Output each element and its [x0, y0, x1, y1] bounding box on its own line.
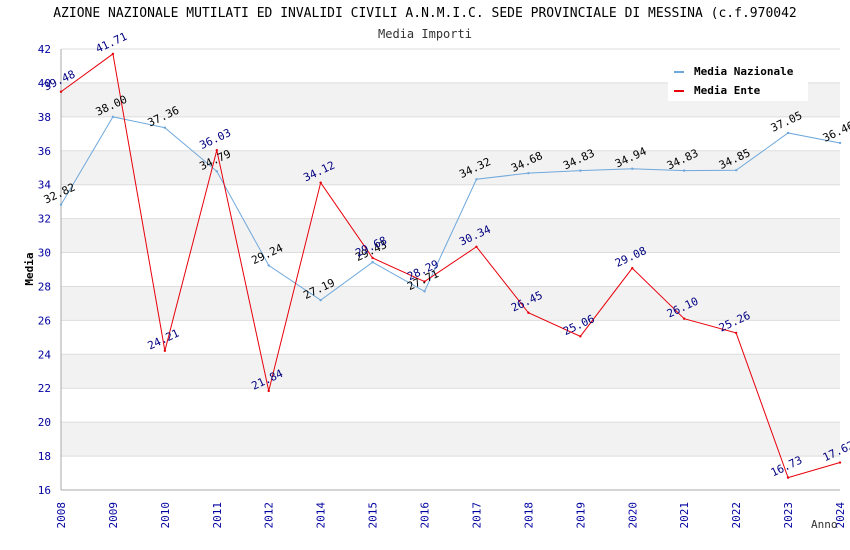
y-tick-label: 18	[38, 450, 51, 463]
y-tick-label: 20	[38, 416, 51, 429]
legend: Media Nazionale Media Ente	[668, 61, 808, 101]
y-tick-label: 32	[38, 213, 51, 226]
data-point	[579, 169, 582, 172]
data-point	[215, 170, 218, 173]
data-point	[111, 52, 115, 56]
x-tick-label: 2015	[367, 502, 380, 529]
y-tick-label: 40	[38, 77, 51, 90]
data-point	[734, 331, 738, 335]
data-label: 24.21	[146, 327, 182, 353]
x-tick-label: 2019	[574, 502, 587, 529]
data-point	[683, 317, 686, 320]
data-point	[59, 203, 63, 206]
x-tick-label: 2011	[211, 502, 224, 529]
chart-subtitle: Media Importi	[378, 27, 472, 41]
x-tick-label: 2021	[678, 502, 691, 529]
data-point	[423, 290, 426, 293]
data-label: 16.73	[769, 454, 805, 480]
data-point	[838, 141, 842, 145]
y-tick-label: 24	[38, 348, 52, 361]
legend-label: Media Nazionale	[694, 65, 794, 78]
x-tick-label: 2023	[782, 502, 795, 529]
grid-band	[61, 422, 840, 457]
x-tick-label: 2020	[626, 502, 639, 529]
data-point	[527, 171, 530, 175]
data-point	[267, 389, 270, 393]
y-tick-label: 16	[38, 484, 51, 497]
x-tick-label: 2010	[159, 502, 172, 529]
data-point	[631, 266, 634, 270]
data-point	[475, 178, 478, 181]
x-tick-label: 2016	[419, 502, 432, 529]
data-point	[267, 264, 270, 267]
x-tick-label: 2022	[730, 502, 743, 529]
chart-title: AZIONE NAZIONALE MUTILATI ED INVALIDI CI…	[53, 6, 797, 21]
y-tick-label: 26	[38, 314, 51, 327]
data-point	[215, 149, 218, 152]
series-line-media-ente	[60, 53, 841, 479]
y-tick-label: 34	[38, 179, 52, 192]
series-lines	[59, 52, 842, 479]
x-axis-label: Anno	[811, 518, 838, 531]
data-point	[838, 461, 842, 464]
data-point	[631, 167, 634, 170]
data-point	[734, 169, 738, 172]
grid-band	[61, 354, 840, 389]
x-tick-label: 2008	[55, 502, 68, 529]
data-point	[423, 280, 426, 283]
x-tick-label: 2024	[834, 502, 847, 529]
data-point	[319, 181, 322, 184]
data-point	[111, 115, 115, 119]
y-tick-label: 28	[38, 280, 51, 293]
y-axis-label: Media	[23, 252, 36, 285]
x-tick-label: 2009	[107, 502, 120, 529]
grid-band	[61, 286, 840, 321]
data-point	[527, 311, 530, 314]
y-tick-label: 42	[38, 43, 51, 56]
data-point	[475, 245, 478, 248]
data-label: 36.46	[821, 119, 850, 145]
x-tick-label: 2012	[263, 502, 276, 529]
y-tick-label: 36	[38, 145, 51, 158]
legend-box	[668, 61, 808, 101]
x-tick-label: 2014	[315, 502, 328, 529]
grid-band	[61, 150, 840, 185]
data-point	[579, 335, 582, 338]
legend-label: Media Ente	[694, 84, 761, 97]
x-tick-label: 2018	[522, 502, 535, 529]
data-point	[163, 349, 167, 352]
y-tick-label: 22	[38, 382, 51, 395]
data-point	[786, 476, 790, 479]
data-point	[371, 256, 374, 260]
data-label: 41.71	[94, 30, 130, 56]
y-tick-label: 30	[38, 247, 51, 260]
axes	[60, 49, 840, 491]
data-point	[786, 131, 790, 135]
x-tick-label: 2017	[470, 502, 483, 529]
data-point	[683, 169, 686, 172]
data-point	[59, 90, 63, 93]
y-axis-ticks: 16 18 20 22 24 26 28 30 32 34 36 38 40 42	[38, 43, 52, 497]
data-point	[371, 261, 374, 264]
series-line-media-nazionale	[60, 116, 841, 301]
y-tick-label: 38	[38, 111, 51, 124]
data-point	[319, 299, 322, 302]
data-point	[163, 126, 167, 129]
x-axis-ticks: 2008 2009 2010 2011 2012 2014 2015 2016 2017 2018…	[55, 502, 847, 529]
